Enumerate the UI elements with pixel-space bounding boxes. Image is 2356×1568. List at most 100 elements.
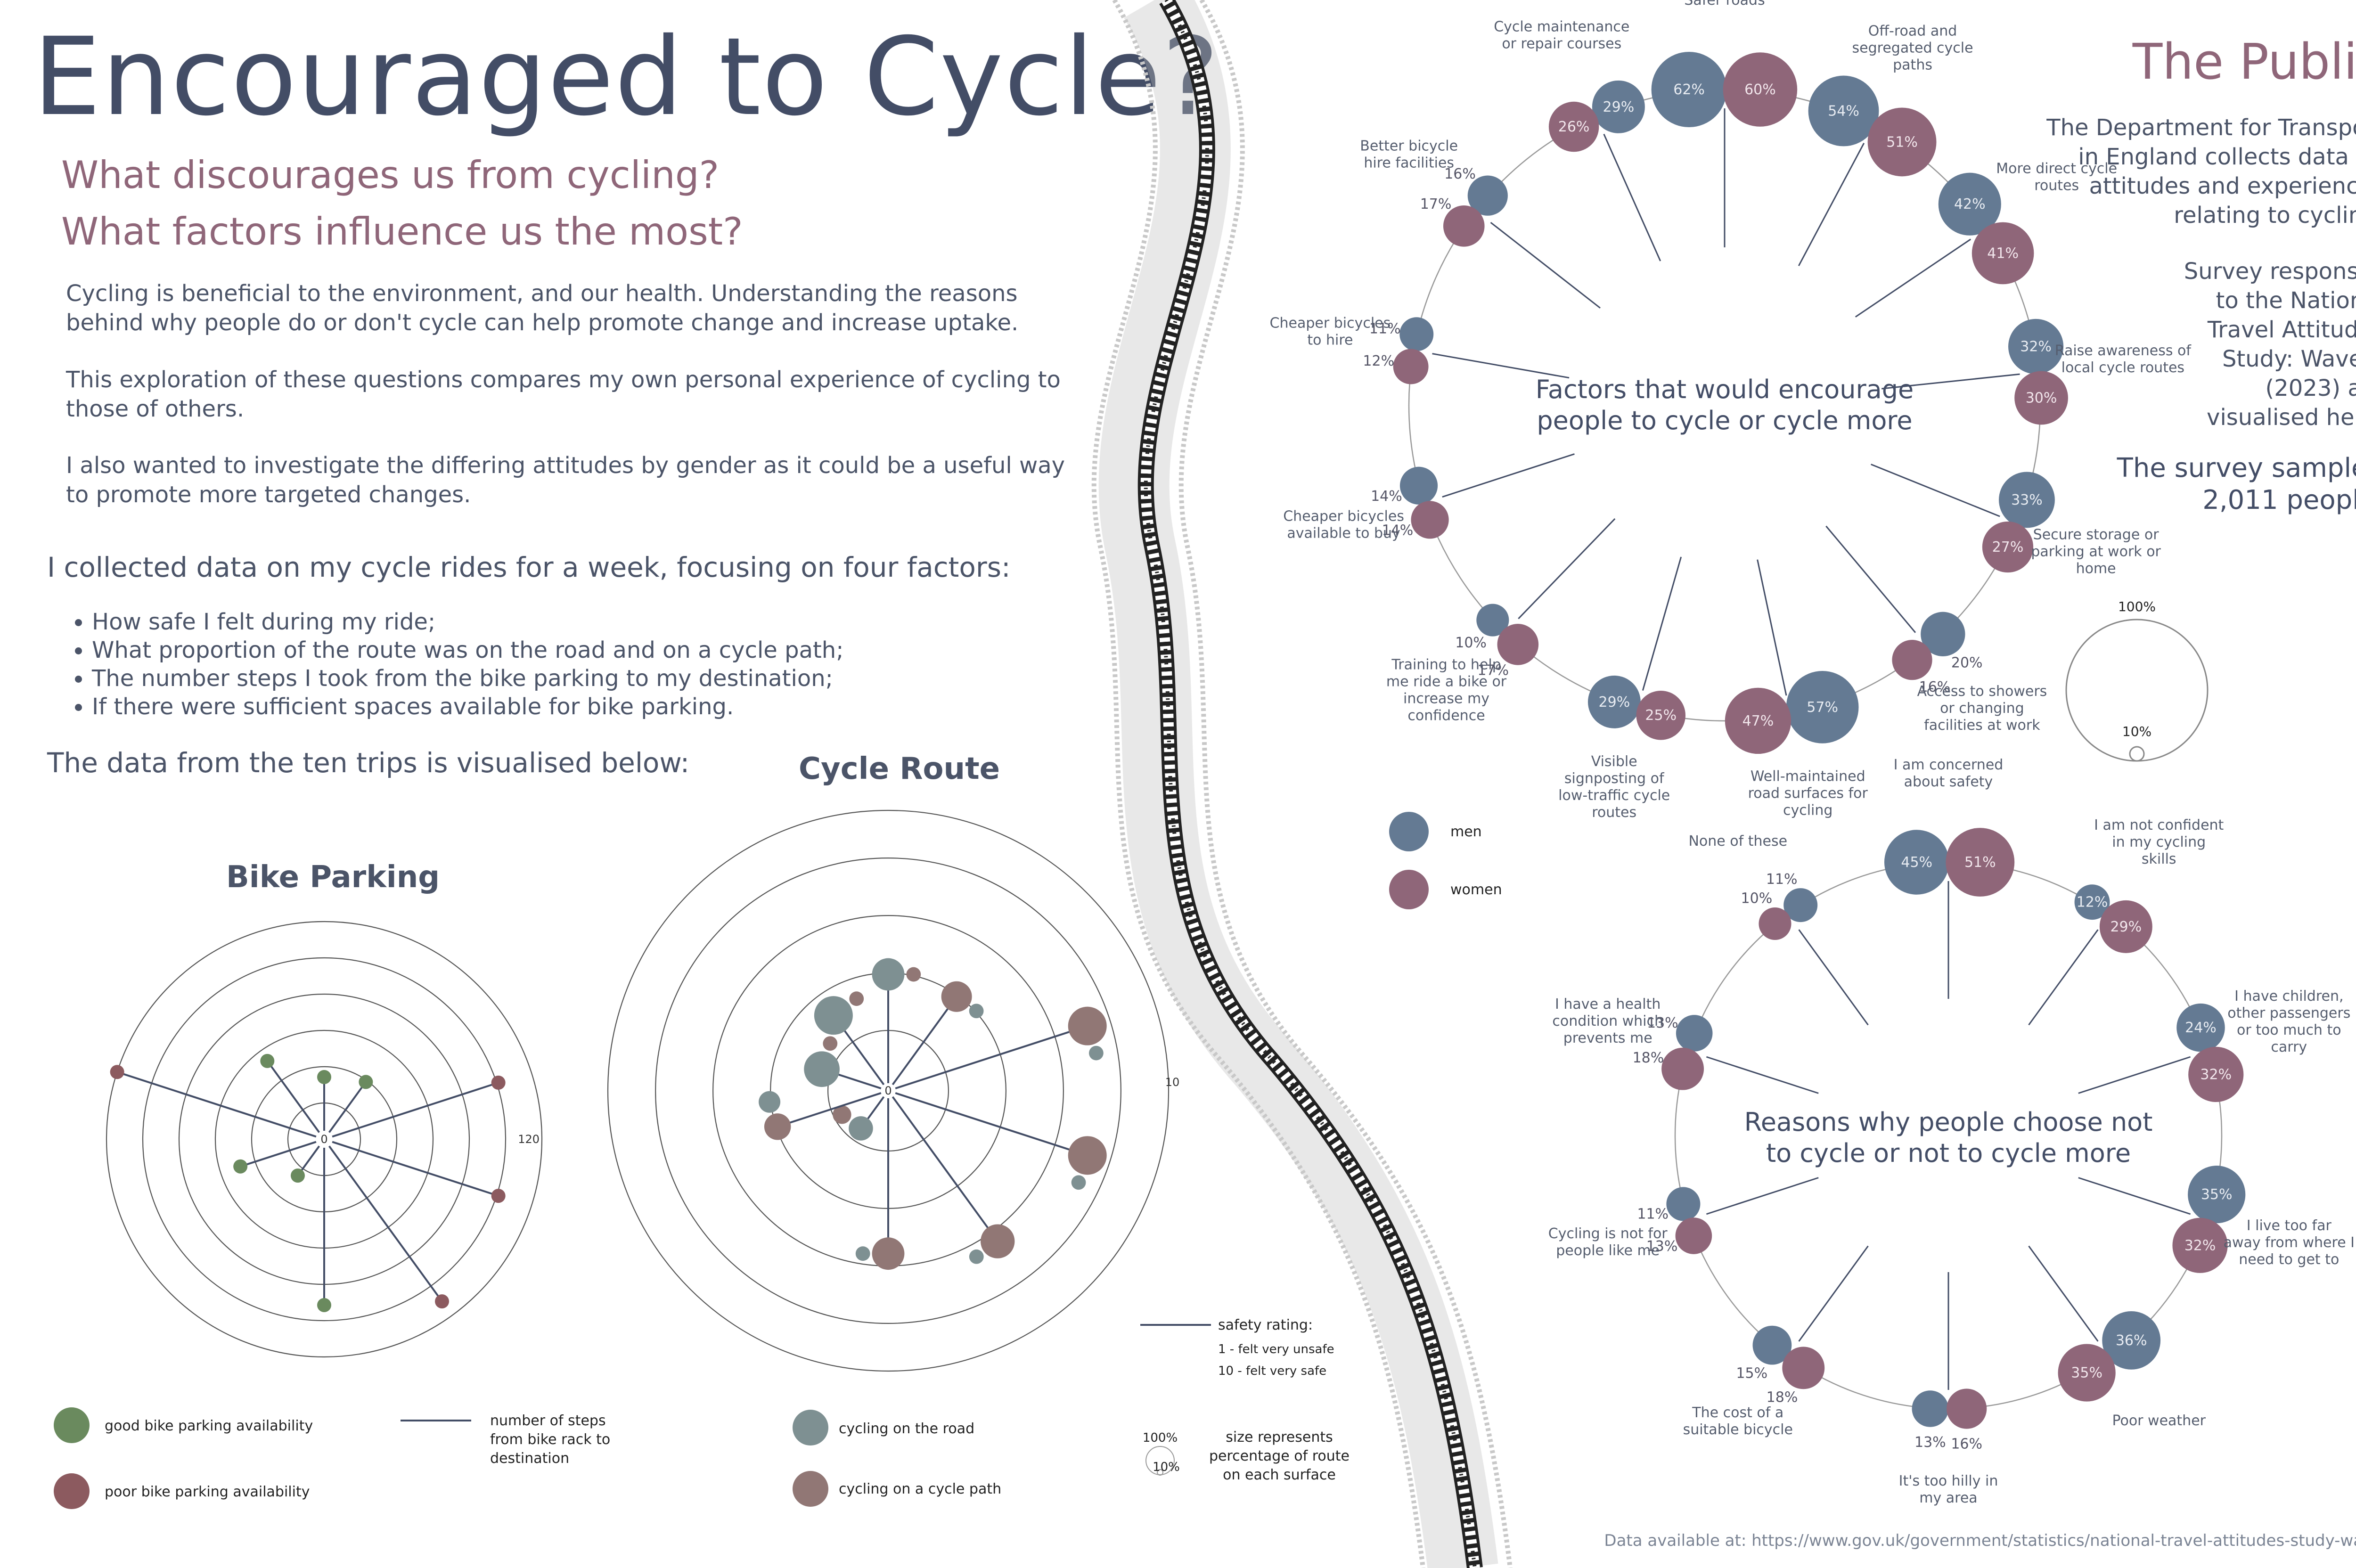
factor-label: Cheaper bicycles available to buy [1283, 508, 1404, 542]
women-bubble [1723, 52, 1798, 127]
factor-label-line: Better bicycle [1360, 138, 1458, 155]
factor-label: The cost of a suitable bicycle [1683, 1405, 1793, 1438]
path-dot [872, 1237, 905, 1270]
factor-label-line: Training to help [1391, 656, 1501, 673]
women-value-label: 51% [1886, 134, 1918, 150]
factor-label-line: Poor weather [2112, 1413, 2206, 1429]
women-value-label: 18% [1767, 1389, 1798, 1406]
parking-dot [290, 1168, 305, 1183]
women-value-label: 17% [1477, 662, 1509, 678]
question-influence: What factors influence us the most? [61, 210, 743, 253]
men-bubble [1752, 1325, 1792, 1365]
men-value-label: 11% [1637, 1206, 1669, 1222]
center-label: 0 [320, 1133, 327, 1146]
road-edge-right [1178, 0, 1513, 1568]
scale-10-circle [2129, 746, 2145, 762]
page-title: Encouraged to Cycle? [33, 14, 1220, 139]
factor-label-line: Cycle maintenance [1494, 18, 1629, 35]
safety-line [892, 1096, 998, 1242]
road-dot [969, 1249, 984, 1264]
factor-label-line: Access to showers [1917, 683, 2047, 700]
factor-label-line: low-traffic cycle [1558, 787, 1670, 804]
men-bubble [1921, 612, 1965, 657]
factor-spoke [1432, 353, 1570, 379]
factor-label-line: parking at work or [2031, 543, 2161, 560]
encourage-factors-chart: 62% 60% Safer roads 54% 51% Off-road and segre… [1270, 0, 2192, 821]
factor-spoke [1706, 1056, 1819, 1094]
women-value-label: 16% [1919, 679, 1951, 695]
parking-dot [435, 1294, 450, 1309]
parking-dot [359, 1075, 373, 1089]
factor-label: Secure storage or parking at work or home [2031, 526, 2161, 577]
legend-steps-text: from bike rack to [490, 1431, 610, 1448]
factor-label-line: need to get to [2239, 1251, 2339, 1268]
factor-label-line: None of these [1688, 833, 1787, 849]
path-dot [849, 991, 864, 1006]
factor-label-line: my area [1919, 1490, 1977, 1506]
women-bubble [1393, 349, 1429, 384]
factor-label-line: I live too far [2247, 1217, 2332, 1234]
source-link[interactable]: Data available at: https://www.gov.uk/go… [1604, 1531, 2356, 1550]
path-dot [906, 967, 921, 982]
legend-good-label: good bike parking availability [105, 1418, 313, 1434]
legends: good bike parking availability poor bike … [54, 599, 2209, 1509]
bike-parking-chart: 0 120 [106, 921, 543, 1358]
path-dot [1068, 1006, 1107, 1045]
reasons-not-cycle-chart: 45% 51% I am concerned about safety 12%29% I … [1548, 757, 2355, 1506]
legend-steps-text: number of steps [490, 1413, 606, 1429]
factor-spoke [1706, 1177, 1819, 1215]
factor-spoke [1642, 556, 1682, 691]
survey-description: Survey responses to the National Travel … [2120, 257, 2356, 432]
factor-spoke [1798, 929, 1869, 1026]
men-bubble [2074, 884, 2110, 920]
men-bubble [2102, 1311, 2161, 1370]
women-bubble [1892, 640, 1932, 680]
factor-label: I am not confident in my cycling skills [2094, 817, 2224, 867]
factor-label: Cycle maintenance or repair courses [1494, 18, 1629, 52]
cycle-route-chart: 0 10 [607, 809, 1179, 1372]
men-value-label: 13% [1647, 1015, 1678, 1031]
factor-label: Visible signposting of low-traffic cycle ro… [1558, 753, 1670, 821]
men-bubble [1651, 52, 1727, 127]
parking-dot [260, 1054, 275, 1068]
parking-dot [491, 1075, 506, 1090]
women-value-label: 16% [1951, 1436, 1982, 1453]
factor-label-line: Cycling is not for [1548, 1225, 1668, 1242]
road-dot [1088, 1045, 1104, 1061]
factor-spoke [1442, 453, 1575, 498]
factor-label: Training to help me ride a bike or increas… [1386, 656, 1507, 724]
legend-women-dot [1389, 870, 1429, 909]
men-value-label: 45% [1901, 854, 1932, 871]
factor-label-line: suitable bicycle [1683, 1421, 1793, 1438]
legend-steps-text: destination [490, 1450, 569, 1467]
chart-title-line: Factors that would encourage [1536, 375, 1914, 404]
legend-poor-label: poor bike parking availability [105, 1484, 310, 1500]
women-bubble [1759, 907, 1792, 940]
factor-label: Safer roads [1684, 0, 1765, 8]
factor-label-line: Well-maintained [1751, 768, 1865, 784]
men-bubble [1587, 675, 1641, 728]
road-dot [804, 1051, 840, 1087]
factor-label-line: hire facilities [1364, 155, 1454, 172]
grid-ring [142, 957, 507, 1322]
women-bubble [2172, 1217, 2228, 1273]
men-value-label: 62% [1673, 82, 1705, 98]
men-bubble [1592, 80, 1645, 133]
scale-100-circle [2065, 619, 2209, 762]
factor-label: Well-maintained road surfaces for cycling [1748, 768, 1868, 818]
men-value-label: 35% [2201, 1186, 2233, 1203]
factor-label-line: Safer roads [1684, 0, 1765, 8]
men-bubble [1884, 830, 1949, 895]
women-bubble [1946, 828, 2015, 897]
factor-label-line: Cheaper bicycles [1283, 508, 1404, 525]
women-value-label: 32% [2200, 1066, 2232, 1083]
public-description: The Department for Transport in England … [2026, 113, 2356, 230]
factor-label: Raise awareness of local cycle routes [2055, 343, 2192, 376]
intro-paragraph-3: I also wanted to investigate the differi… [66, 452, 1065, 508]
factor-label-line: cycling [1783, 802, 1832, 818]
chart-title-line: to cycle or not to cycle more [1766, 1138, 2131, 1168]
women-bubble [1636, 690, 1686, 740]
safety-line [895, 1092, 1088, 1157]
women-bubble [1782, 1347, 1825, 1389]
